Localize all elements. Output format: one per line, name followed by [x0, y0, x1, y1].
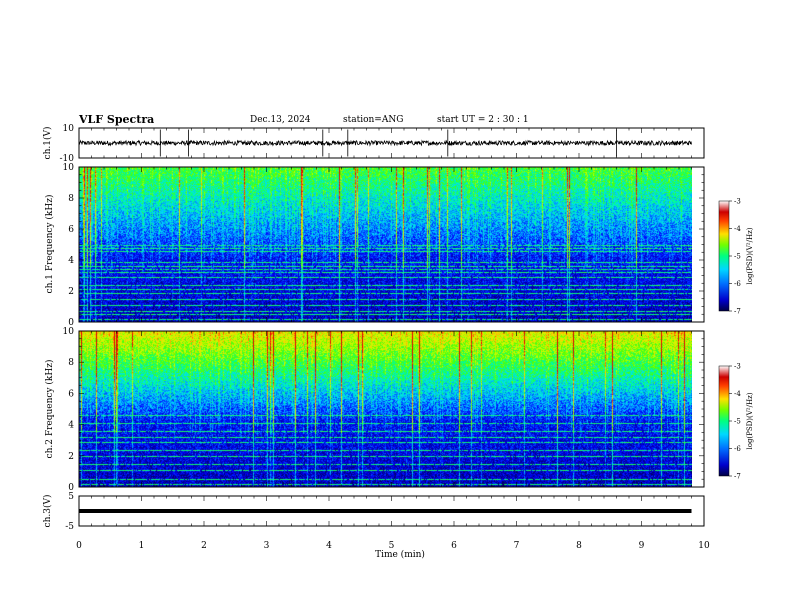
colorbar-tick-label: -5	[734, 418, 741, 426]
ch3-ytick-top: 5	[68, 492, 74, 502]
freq-tick-label: 8	[68, 194, 74, 204]
ch1-freq-ticks: 0 2 4 6 8 10	[63, 163, 704, 328]
colorbar-tick-label: -4	[734, 390, 741, 398]
time-tick-label: 0	[76, 541, 82, 551]
colorbar-tick-label: -7	[734, 473, 741, 481]
ch1-ylabel: ch.1(V)	[42, 127, 53, 160]
freq-tick-label: 4	[68, 256, 74, 266]
colorbar-tick-label: -7	[734, 308, 741, 316]
freq-tick-label: 2	[68, 287, 74, 297]
colorbar-tick-label: -3	[734, 363, 741, 371]
time-tick-label: 10	[698, 541, 710, 551]
ch2-spectrogram-image	[79, 331, 692, 487]
ch1-colorbar-ticks: -3 -4 -5 -6 -7	[729, 198, 741, 316]
colorbar-tick-label: -3	[734, 198, 741, 206]
ch2-freq-ticks: 0 2 4 6 8 10	[63, 327, 704, 493]
freq-tick-label: 10	[63, 163, 75, 173]
ch3-ylabel: ch.3(V)	[42, 495, 53, 528]
freq-tick-label: 6	[68, 225, 74, 235]
time-tick-label: 6	[451, 541, 457, 551]
freq-tick-label: 0	[68, 318, 74, 328]
freq-tick-label: 2	[68, 452, 74, 462]
ch2-colorbar-label: log(PSD)(V²/Hz)	[746, 392, 754, 449]
ch1-ytick-bottom: -10	[60, 154, 75, 164]
station-label: station=ANG	[343, 115, 403, 125]
freq-tick-label: 10	[63, 327, 75, 337]
time-tick-label: 9	[639, 541, 645, 551]
figure-title: VLF Spectra	[78, 113, 154, 126]
time-tick-label: 7	[514, 541, 520, 551]
colorbar-tick-label: -6	[734, 445, 741, 453]
ch1-waveform-trace	[78, 129, 692, 157]
colorbar-tick-label: -5	[734, 253, 741, 261]
time-tick-label: 1	[139, 541, 145, 551]
ch2-freq-ylabel: ch.2 Frequency (kHz)	[44, 360, 55, 459]
colorbar-tick-label: -4	[734, 225, 741, 233]
freq-tick-label: 4	[68, 421, 74, 431]
ch1-spectrogram-image	[79, 167, 692, 322]
freq-tick-label: 6	[68, 389, 74, 399]
colorbar-tick-label: -6	[734, 280, 741, 288]
time-tick-label: 2	[201, 541, 207, 551]
ch2-colorbar-ticks: -3 -4 -5 -6 -7	[729, 363, 741, 481]
ch1-colorbar	[718, 200, 730, 312]
start-time-label: start UT = 2 : 30 : 1	[437, 115, 529, 125]
time-tick-label: 4	[326, 541, 332, 551]
time-axis-label: Time (min)	[375, 549, 425, 560]
ch1-freq-ylabel: ch.1 Frequency (kHz)	[44, 195, 55, 294]
time-axis-ticks: 0 1 2 3 4 5 6 7 8 9 10	[76, 128, 710, 551]
ch1-colorbar-label: log(PSD)(V²/Hz)	[746, 227, 754, 284]
time-tick-label: 5	[389, 541, 395, 551]
freq-tick-label: 8	[68, 358, 74, 368]
ch3-ytick-bottom: -5	[65, 522, 74, 532]
date-label: Dec.13, 2024	[250, 115, 311, 125]
time-tick-label: 3	[264, 541, 270, 551]
time-tick-label: 8	[576, 541, 582, 551]
ch2-colorbar	[718, 365, 730, 477]
ch1-ytick-top: 10	[63, 124, 75, 134]
freq-tick-label: 0	[68, 483, 74, 493]
